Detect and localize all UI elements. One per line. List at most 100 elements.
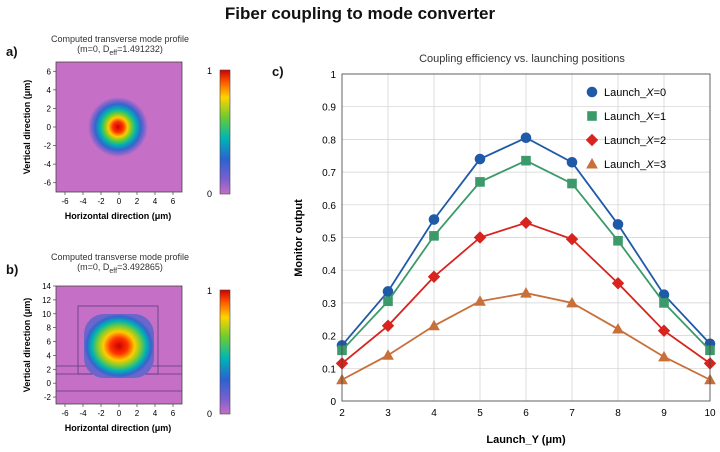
panel-b-x-ticks: -6 -4 -2 0 2 4 6: [61, 404, 176, 418]
panel-b-letter: b): [6, 262, 19, 277]
panel-a-letter: a): [6, 44, 18, 59]
legend-marker: [587, 111, 597, 121]
legend-label-suffix: =2: [654, 135, 667, 147]
panel-a-caption-sub: eff: [109, 49, 118, 57]
legend-item: Launch_X=2: [585, 133, 666, 147]
c-y-tick-label: 1: [330, 70, 336, 81]
a-y-tick-label: 6: [47, 67, 52, 76]
legend-label-suffix: =1: [654, 111, 667, 123]
data-point: [612, 323, 624, 334]
panel-b-caption-line2-end: =3.492865): [117, 262, 163, 272]
panel-a-ylabel: Vertical direction (μm): [22, 80, 32, 175]
panel-b-mode-spot: [84, 314, 154, 378]
legend-item: Launch_X=1: [587, 111, 667, 123]
legend-marker: [585, 133, 599, 147]
data-point: [474, 295, 486, 306]
legend-marker: [586, 86, 598, 98]
panel-c-x-ticks: 2 3 4 5 6 7 8 9 10: [339, 408, 716, 419]
panel-b-xlabel: Horizontal direction (μm): [65, 423, 172, 433]
panel-c-xlabel: Launch_Y (μm): [486, 434, 566, 446]
data-point: [658, 350, 670, 362]
legend-label-var: X: [645, 111, 654, 123]
data-point: [612, 219, 624, 230]
panel-b-y-ticks: 14 12 10 8 6 4 2 0 -2: [42, 282, 56, 402]
data-point: [566, 156, 578, 168]
c-x-tick-label: 10: [704, 408, 716, 419]
b-y-tick-label: 8: [47, 324, 52, 333]
b-x-tick-label: 0: [117, 409, 122, 418]
legend-label-var: X: [645, 135, 654, 147]
data-point: [566, 296, 578, 308]
b-y-tick-label: 10: [42, 310, 51, 319]
c-y-tick-label: 0.8: [322, 135, 336, 146]
panel-a-mode-spot: [88, 97, 148, 157]
a-x-tick-label: 6: [171, 197, 176, 206]
b-x-tick-label: -2: [97, 409, 105, 418]
panel-a-caption-line2-start: (m=0, D: [77, 44, 110, 54]
a-y-tick-label: -2: [44, 142, 52, 151]
c-x-tick-label: 6: [523, 408, 529, 419]
panel-c-title: Coupling efficiency vs. launching positi…: [419, 53, 625, 65]
c-y-tick-label: 0: [330, 397, 336, 408]
data-point: [611, 277, 625, 290]
panel-a-colorbar-top: 1: [207, 66, 212, 76]
c-y-tick-label: 0.2: [322, 332, 336, 343]
data-point: [382, 349, 394, 360]
c-y-tick-label: 0.3: [322, 299, 336, 310]
panel-b-caption-line2-start: (m=0, D: [77, 262, 110, 272]
series-2: [335, 216, 717, 370]
legend-label-prefix: Launch_: [604, 87, 647, 99]
data-point: [429, 231, 439, 241]
legend-item: Launch_X=0: [586, 86, 666, 99]
data-point: [474, 153, 486, 165]
b-y-tick-label: 0: [47, 379, 52, 388]
c-x-tick-label: 7: [569, 408, 575, 419]
panel-c-series: [335, 132, 717, 385]
c-y-tick-label: 0.7: [322, 168, 336, 179]
panel-b-caption-sub: eff: [109, 267, 118, 275]
legend-label-var: X: [645, 87, 654, 99]
c-y-tick-label: 0.9: [322, 103, 336, 114]
data-point: [428, 214, 440, 225]
b-y-tick-label: 12: [42, 296, 51, 305]
panel-c-frame: [341, 73, 711, 402]
data-point: [473, 231, 487, 244]
b-x-tick-label: -6: [61, 409, 69, 418]
legend-label-prefix: Launch_: [604, 111, 647, 123]
data-point: [381, 319, 395, 332]
c-x-tick-label: 2: [339, 408, 345, 419]
data-point: [565, 232, 579, 246]
legend-item: Launch_X=3: [586, 157, 667, 171]
panel-a-caption-line1: Computed transverse mode profile: [50, 34, 190, 44]
panel-b-ylabel: Vertical direction (μm): [22, 298, 32, 393]
panel-b-caption: Computed transverse mode profile (m=0, D…: [20, 252, 220, 275]
panel-a-x-ticks: -6 -4 -2 0 2 4 6: [61, 192, 176, 206]
legend-label: Launch_X=0: [604, 87, 666, 99]
series-3: [336, 287, 716, 385]
b-x-tick-label: 4: [153, 409, 158, 418]
panel-b-colorbar-top: 1: [207, 286, 212, 296]
data-point: [382, 286, 394, 297]
a-x-tick-label: -2: [97, 197, 105, 206]
a-y-tick-label: -4: [44, 160, 52, 169]
c-x-tick-label: 4: [431, 408, 437, 419]
legend-marker: [586, 157, 598, 169]
data-point: [519, 216, 533, 229]
b-x-tick-label: -4: [79, 409, 87, 418]
a-y-tick-label: 4: [47, 86, 52, 95]
legend-label-suffix: =3: [654, 159, 667, 171]
a-x-tick-label: -6: [61, 197, 69, 206]
b-y-tick-label: 6: [47, 338, 52, 347]
panel-a-colorbar: [219, 69, 231, 195]
panel-b-colorbar-bottom: 0: [207, 409, 212, 419]
panel-a-caption-line2-end: =1.491232): [117, 44, 163, 54]
legend-label: Launch_X=2: [604, 135, 666, 147]
a-y-tick-label: -6: [44, 179, 52, 188]
c-x-tick-label: 8: [615, 408, 621, 419]
panel-a-y-ticks: 6 4 2 0 -2 -4 -6: [44, 67, 56, 188]
legend-label-prefix: Launch_: [604, 159, 647, 171]
b-y-tick-label: 2: [47, 365, 52, 374]
a-x-tick-label: 0: [117, 197, 122, 206]
c-y-tick-label: 0.1: [322, 364, 336, 375]
